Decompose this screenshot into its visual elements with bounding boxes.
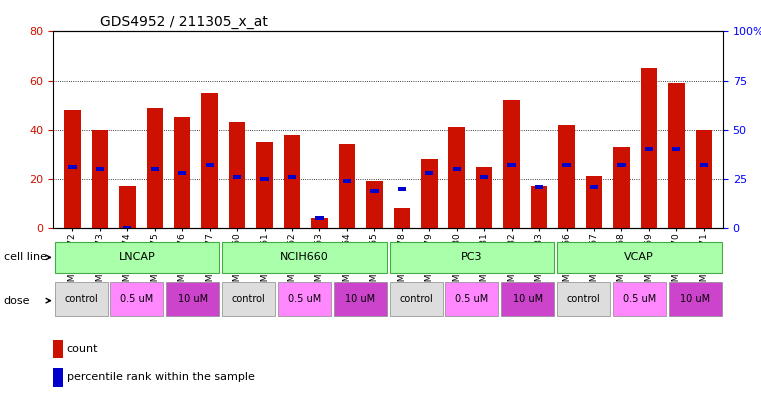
Bar xyxy=(503,100,520,228)
Bar xyxy=(586,176,602,228)
Text: control: control xyxy=(399,294,433,304)
Bar xyxy=(205,163,214,167)
Text: 0.5 uM: 0.5 uM xyxy=(288,294,321,304)
Bar xyxy=(342,179,351,183)
Bar xyxy=(480,175,489,179)
Bar xyxy=(64,110,81,228)
FancyBboxPatch shape xyxy=(222,242,387,274)
Bar xyxy=(366,181,383,228)
Text: LNCAP: LNCAP xyxy=(119,252,155,263)
Bar xyxy=(53,368,62,387)
Bar xyxy=(699,163,708,167)
Bar xyxy=(233,175,241,179)
Bar xyxy=(202,93,218,228)
Bar xyxy=(229,122,245,228)
Bar xyxy=(559,125,575,228)
Bar xyxy=(339,144,355,228)
Bar xyxy=(448,127,465,228)
Bar xyxy=(123,226,132,230)
Text: percentile rank within the sample: percentile rank within the sample xyxy=(67,372,254,382)
Bar xyxy=(151,167,159,171)
Bar xyxy=(284,134,301,228)
Bar xyxy=(453,167,461,171)
Text: PC3: PC3 xyxy=(461,252,482,263)
FancyBboxPatch shape xyxy=(390,242,554,274)
Text: NCIH660: NCIH660 xyxy=(280,252,329,263)
Bar xyxy=(371,189,378,193)
Bar xyxy=(178,171,186,175)
Bar xyxy=(260,177,269,181)
Bar xyxy=(119,186,135,228)
Text: control: control xyxy=(231,294,266,304)
Bar xyxy=(174,118,190,228)
Bar xyxy=(531,186,547,228)
Text: dose: dose xyxy=(4,296,30,306)
FancyBboxPatch shape xyxy=(557,242,721,274)
Bar xyxy=(91,130,108,228)
Bar xyxy=(53,340,62,358)
Bar xyxy=(147,108,163,228)
Bar xyxy=(617,163,626,167)
Bar xyxy=(68,165,77,169)
Bar xyxy=(508,163,516,167)
Bar xyxy=(315,216,323,220)
Bar xyxy=(613,147,629,228)
Text: 0.5 uM: 0.5 uM xyxy=(455,294,489,304)
Text: GDS4952 / 211305_x_at: GDS4952 / 211305_x_at xyxy=(100,15,268,29)
Bar xyxy=(96,167,104,171)
FancyBboxPatch shape xyxy=(613,282,666,316)
FancyBboxPatch shape xyxy=(668,282,721,316)
Bar xyxy=(398,187,406,191)
Text: 10 uM: 10 uM xyxy=(513,294,543,304)
Bar xyxy=(425,171,434,175)
Bar xyxy=(256,142,273,228)
FancyBboxPatch shape xyxy=(110,282,164,316)
Bar xyxy=(288,175,296,179)
Bar xyxy=(393,208,410,228)
Text: cell line: cell line xyxy=(4,252,47,263)
Text: control: control xyxy=(64,294,98,304)
FancyBboxPatch shape xyxy=(278,282,331,316)
FancyBboxPatch shape xyxy=(501,282,554,316)
Bar xyxy=(421,159,438,228)
FancyBboxPatch shape xyxy=(333,282,387,316)
FancyBboxPatch shape xyxy=(55,242,219,274)
FancyBboxPatch shape xyxy=(557,282,610,316)
Text: 0.5 uM: 0.5 uM xyxy=(120,294,154,304)
FancyBboxPatch shape xyxy=(445,282,498,316)
Bar xyxy=(476,167,492,228)
Bar xyxy=(645,147,653,151)
Text: 10 uM: 10 uM xyxy=(345,294,375,304)
Bar xyxy=(696,130,712,228)
Text: count: count xyxy=(67,344,98,354)
FancyBboxPatch shape xyxy=(390,282,442,316)
Bar xyxy=(672,147,680,151)
Bar xyxy=(535,185,543,189)
Bar xyxy=(562,163,571,167)
FancyBboxPatch shape xyxy=(166,282,219,316)
Text: 10 uM: 10 uM xyxy=(680,294,710,304)
Text: 10 uM: 10 uM xyxy=(178,294,208,304)
Text: VCAP: VCAP xyxy=(624,252,654,263)
Text: control: control xyxy=(566,294,600,304)
Text: 0.5 uM: 0.5 uM xyxy=(622,294,656,304)
Bar xyxy=(311,218,328,228)
Bar xyxy=(590,185,598,189)
FancyBboxPatch shape xyxy=(222,282,275,316)
Bar xyxy=(641,68,657,228)
Bar xyxy=(668,83,685,228)
FancyBboxPatch shape xyxy=(55,282,108,316)
